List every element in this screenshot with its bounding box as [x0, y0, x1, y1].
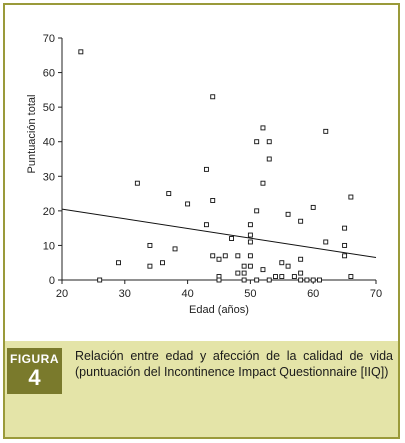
figure-tag-number: 4	[28, 365, 41, 390]
y-tick-label: 30	[43, 171, 55, 183]
data-point	[241, 263, 247, 269]
data-point	[116, 260, 121, 266]
data-point	[279, 274, 285, 279]
data-point	[147, 263, 153, 269]
data-point	[266, 277, 272, 283]
data-point	[342, 242, 348, 248]
data-point	[134, 180, 140, 186]
data-point	[160, 260, 165, 266]
data-point	[298, 256, 304, 262]
data-point	[304, 277, 310, 283]
data-point	[247, 232, 253, 238]
data-point	[310, 277, 316, 283]
data-point	[266, 139, 272, 145]
data-point	[247, 222, 253, 228]
data-point	[348, 274, 354, 279]
y-tick-label: 60	[43, 68, 55, 80]
y-tick-label: 50	[43, 102, 55, 114]
data-point	[166, 191, 172, 197]
data-point	[285, 211, 291, 217]
data-point	[260, 125, 266, 131]
figure-panel: 0 10 20 30 40 50 60 70 20 30 40 50 60 70 Edad (años) …	[3, 3, 400, 439]
trend-line	[61, 208, 377, 259]
data-point	[342, 253, 348, 259]
data-point	[254, 208, 260, 214]
data-points	[78, 49, 354, 283]
x-tick-label: 70	[370, 288, 382, 300]
data-point	[298, 218, 304, 224]
x-tick-label: 30	[119, 288, 131, 300]
chart-axes: 0 10 20 30 40 50 60 70 20 30 40 50 60 70	[43, 33, 382, 300]
data-point	[254, 139, 260, 145]
data-point	[235, 270, 241, 276]
y-tick-label: 20	[43, 206, 55, 218]
caption-band: FIGURA 4 Relación entre edad y afección …	[5, 341, 398, 437]
data-point	[222, 253, 228, 259]
data-point	[210, 94, 216, 100]
data-point	[203, 222, 209, 228]
data-point	[185, 201, 191, 207]
data-point	[323, 128, 329, 134]
data-point	[235, 253, 241, 259]
data-point	[285, 263, 291, 269]
data-point	[266, 156, 272, 162]
data-point	[241, 277, 247, 283]
data-point	[298, 270, 304, 276]
data-point	[210, 253, 216, 259]
data-point	[254, 277, 260, 283]
data-point	[348, 194, 354, 200]
data-point	[97, 277, 103, 283]
data-point	[317, 277, 322, 283]
y-tick-label: 10	[43, 240, 55, 252]
data-point	[203, 166, 209, 172]
data-point	[247, 263, 253, 269]
x-tick-label: 20	[56, 288, 68, 300]
figure-tag-word: FIGURA	[10, 352, 59, 366]
data-point	[229, 236, 235, 241]
data-point	[216, 277, 222, 283]
data-point	[279, 260, 285, 266]
data-point	[291, 274, 297, 279]
data-point	[323, 239, 329, 245]
data-point	[78, 49, 84, 55]
data-point	[247, 253, 253, 259]
data-point	[342, 225, 348, 231]
trend-line-group	[61, 208, 377, 259]
data-point	[260, 180, 266, 186]
y-tick-label: 70	[43, 33, 55, 45]
x-tick-label: 50	[244, 288, 256, 300]
y-axis-title: Puntuación total	[26, 95, 38, 174]
data-point	[298, 277, 304, 283]
figure-tag: FIGURA 4	[7, 348, 62, 394]
x-axis-title: Edad (años)	[189, 304, 249, 316]
data-point	[247, 239, 253, 245]
data-point	[216, 256, 222, 262]
data-point	[260, 267, 266, 273]
x-tick-label: 60	[307, 288, 319, 300]
data-point	[147, 242, 153, 248]
data-point	[273, 274, 278, 279]
data-point	[241, 270, 247, 276]
y-tick-label: 40	[43, 137, 55, 149]
data-point	[310, 204, 316, 210]
data-point	[172, 246, 178, 252]
y-tick-label: 0	[49, 275, 55, 287]
x-tick-label: 40	[181, 288, 193, 300]
data-point	[210, 198, 216, 203]
figure-caption: Relación entre edad y afección de la cal…	[75, 349, 393, 379]
